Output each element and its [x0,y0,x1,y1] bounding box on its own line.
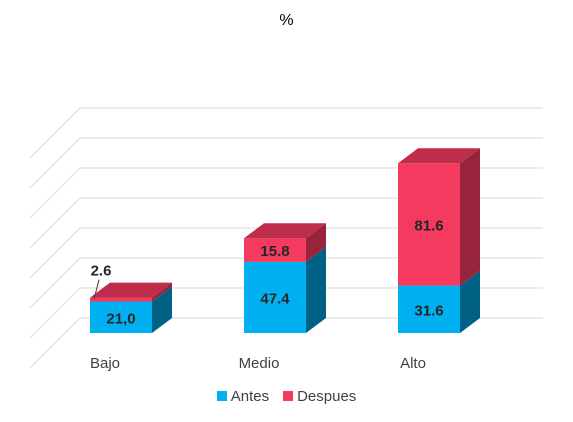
data-label-despues-medio: 15.8 [260,243,289,260]
gridline-side [29,137,81,189]
legend: Antes Despues [0,386,573,406]
bar-antes-alto [398,285,460,333]
legend-swatch-despues [283,391,294,401]
bar-side-antes-bajo [152,286,172,333]
bar-side-despues-bajo [152,282,172,302]
bar-side-antes-alto [460,270,480,333]
gridline-side [29,287,81,339]
x-tick-label: Medio [239,355,280,372]
data-label-despues-alto: 81.6 [414,217,443,234]
legend-swatch-antes [216,391,227,401]
legend-label-antes: Antes [230,387,270,405]
data-label-antes-alto: 31.6 [414,302,443,319]
bar-top-medio [244,223,326,239]
legend-item-antes: Antes [216,387,270,405]
gridline-side [29,257,81,309]
data-label-antes-bajo: 21,0 [106,310,135,327]
x-tick-label: Bajo [90,355,120,372]
gridline-side [29,107,81,159]
legend-item-despues: Despues [283,388,356,405]
bar-side-despues-medio [306,223,326,262]
bar-side-antes-medio [306,246,326,333]
data-label-leader [93,279,100,300]
gridline-side [29,317,81,369]
gridline-side [29,227,81,279]
bar-antes-bajo [90,301,152,333]
bar-despues-medio [244,238,306,262]
bar-side-despues-alto [460,148,480,286]
legend-label-despues: Despues [297,387,357,405]
bar-despues-bajo [90,297,152,302]
gridline-side [29,197,81,249]
chart-title: % [279,12,294,29]
gridline-side [29,167,81,219]
bar-top-alto [398,148,480,164]
bar-despues-alto [398,163,460,286]
data-label-antes-medio: 47.4 [260,290,290,307]
data-label-despues-bajo: 2.6 [91,263,112,280]
bar-antes-medio [244,261,306,333]
x-tick-label: Alto [400,355,426,372]
bar-top-bajo [90,282,172,298]
